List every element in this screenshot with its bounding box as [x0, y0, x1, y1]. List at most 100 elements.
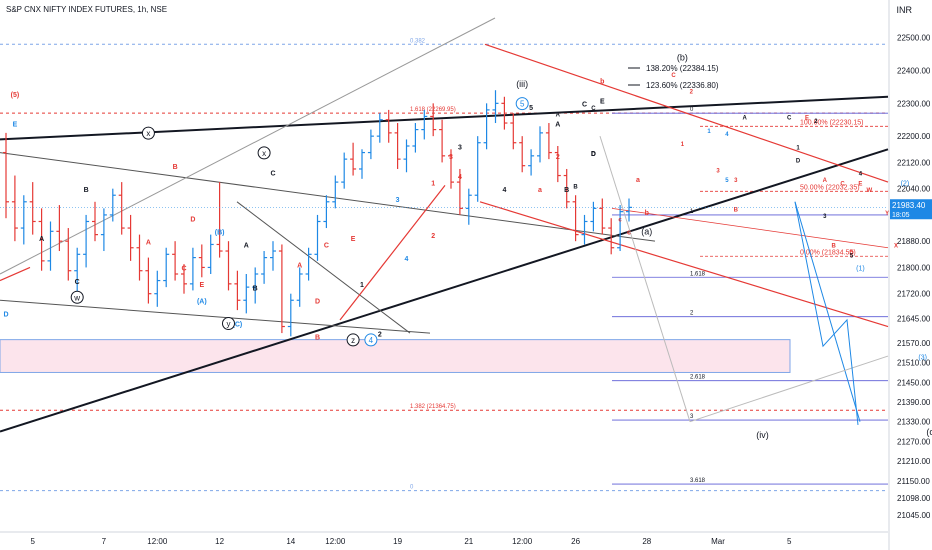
- candle: [83, 214, 90, 268]
- fib-level-label: 3: [690, 414, 694, 420]
- circled-label-ring: [70, 290, 84, 304]
- time-tick-label: 12:00: [147, 537, 168, 546]
- wave-label: a: [538, 187, 542, 194]
- projection-label: (2): [901, 180, 910, 187]
- candle: [270, 241, 276, 271]
- wave-label-small: c: [618, 217, 622, 223]
- wave-label: A: [39, 236, 44, 243]
- circled-label-ring: [346, 333, 360, 347]
- wave-label-small: 3: [716, 168, 720, 174]
- wave-label: 3: [396, 197, 400, 204]
- wave-label-small: B: [573, 185, 578, 191]
- fib-level-label: 2: [690, 311, 694, 317]
- time-tick-label: 5: [787, 537, 792, 546]
- candle: [492, 90, 499, 124]
- price-tag-value: 21983.40: [892, 201, 926, 210]
- price-tag-countdown: 18:05: [892, 212, 910, 219]
- wave-label-small: B: [734, 208, 739, 214]
- wave-label-small: D: [849, 250, 854, 256]
- wave-label: B: [315, 335, 320, 342]
- candle: [47, 221, 54, 271]
- candle: [519, 136, 526, 173]
- trend-line: [794, 201, 861, 422]
- candle: [501, 96, 508, 130]
- circled-label-ring: [364, 333, 378, 347]
- candle: [243, 274, 250, 314]
- wave-label-small: 2: [690, 89, 694, 95]
- trend-line: [0, 148, 889, 433]
- candle: [332, 175, 339, 209]
- price-tick-label: 22200.00: [897, 132, 931, 141]
- wave-label: 2: [431, 233, 435, 240]
- circled-label: 4: [369, 336, 374, 345]
- circled-label-ring: [141, 126, 155, 140]
- wave-label: a: [636, 177, 640, 184]
- price-tick-label: 21720.00: [897, 290, 931, 299]
- candle: [181, 264, 187, 294]
- trend-line: [689, 355, 889, 423]
- wave-degree-label: (b): [677, 53, 688, 63]
- wave-label-small: E: [858, 181, 862, 187]
- wave-label: (5): [11, 92, 20, 99]
- time-tick-label: 26: [571, 537, 580, 546]
- candle: [554, 146, 561, 183]
- wave-label: 1: [431, 180, 435, 187]
- wave-label-small: A: [823, 178, 828, 184]
- wave-label: C: [181, 266, 186, 273]
- candle: [385, 109, 392, 143]
- wave-label: C: [75, 279, 80, 286]
- wave-label: D: [315, 299, 320, 306]
- wave-label: A: [555, 121, 560, 128]
- wave-label: D: [3, 312, 8, 319]
- trend-line: [0, 266, 31, 282]
- trend-line: [0, 299, 431, 334]
- trend-line: [0, 95, 889, 141]
- trend-line: [479, 201, 889, 328]
- wave-label-small: 1: [681, 142, 685, 148]
- candle: [537, 126, 543, 163]
- candle: [287, 293, 294, 337]
- wave-label: (A): [197, 299, 207, 306]
- time-tick-label: 28: [642, 537, 651, 546]
- candle: [252, 267, 259, 304]
- wave-label-small: X: [894, 244, 898, 250]
- wave-label-small: 1: [707, 129, 711, 135]
- wave-label-small: A: [556, 112, 561, 118]
- candle: [198, 244, 205, 278]
- wave-label-small: Y: [885, 211, 889, 217]
- price-tick-label: 22400.00: [897, 67, 931, 76]
- wave-label-small: B: [832, 244, 837, 250]
- wave-label-small: C: [787, 116, 792, 122]
- candle: [563, 168, 570, 209]
- wave-label: B: [253, 285, 258, 292]
- price-tick-label: 21880.00: [897, 237, 931, 246]
- projection-path: [794, 201, 859, 426]
- wave-label-small: 1: [796, 145, 800, 151]
- candle: [296, 267, 303, 307]
- candle: [510, 113, 517, 150]
- wave-label: A: [244, 243, 249, 250]
- price-tick-label: 21270.00: [897, 437, 931, 446]
- wave-label: 3: [449, 154, 453, 161]
- target-level-label: 100.00% (22230.15): [800, 119, 863, 126]
- wave-label: C: [582, 102, 587, 109]
- wave-label-small: 2: [814, 119, 818, 125]
- highlight-zone: [0, 339, 791, 373]
- legend-label: 138.20% (22384.15): [646, 64, 719, 73]
- candle: [581, 214, 588, 245]
- price-tick-label: 22500.00: [897, 34, 931, 43]
- candle: [341, 152, 348, 189]
- fib-level-label: 3.618: [690, 478, 706, 484]
- price-tick-label: 21390.00: [897, 398, 931, 407]
- wave-label-small: 5: [850, 254, 854, 260]
- currency-label: INR: [896, 5, 913, 15]
- price-tick-label: 22300.00: [897, 99, 931, 108]
- wave-label: C: [270, 171, 275, 178]
- price-tick-label: 21800.00: [897, 263, 931, 272]
- wave-label: E: [13, 121, 18, 128]
- candle: [590, 201, 597, 232]
- candle: [278, 244, 285, 334]
